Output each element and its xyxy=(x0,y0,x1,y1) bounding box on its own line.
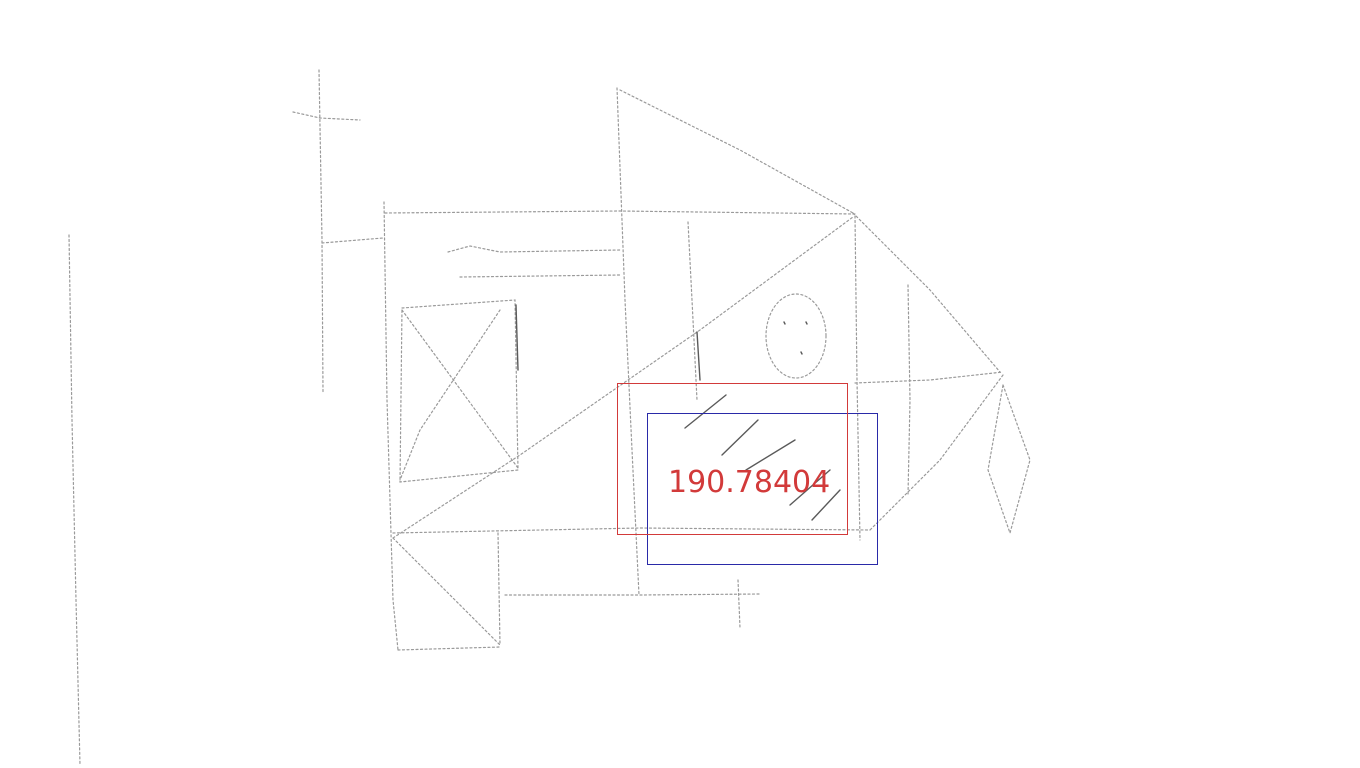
oval-face xyxy=(765,293,827,379)
lower-right-diagonal xyxy=(869,374,1004,531)
flag-pole xyxy=(318,69,324,393)
inner-vertical xyxy=(687,221,698,401)
center-vertical-line xyxy=(616,87,640,596)
flag-crossbar xyxy=(292,111,361,121)
x-box-diagonal-2 xyxy=(399,309,501,481)
wavy-top-line xyxy=(447,245,621,253)
wavy-second-line xyxy=(459,274,621,278)
detection-score-label: 190.78404 xyxy=(668,465,831,500)
right-diamond xyxy=(987,382,1031,536)
hatch-stroke-5 xyxy=(811,489,841,521)
predicted-box xyxy=(617,383,848,535)
x-box-edge-dark xyxy=(515,304,519,371)
frame-left xyxy=(383,201,399,651)
mid-right-horizontal xyxy=(854,371,1004,384)
inner-vertical-dark xyxy=(696,331,701,381)
face-dot-3 xyxy=(800,351,803,355)
left-edge-line xyxy=(68,234,81,766)
flag-arm xyxy=(321,237,384,244)
frame-bottom xyxy=(397,646,501,651)
lower-box-bottom xyxy=(504,593,761,596)
triangle-right-edge xyxy=(852,212,1001,373)
hatch-stroke-2 xyxy=(721,419,759,456)
ground-truth-box xyxy=(647,413,878,565)
frame-top xyxy=(384,210,856,215)
face-dot-1 xyxy=(783,321,786,325)
frame-inner-bottom xyxy=(392,527,871,534)
lower-box-vertical xyxy=(497,532,501,646)
face-dot-2 xyxy=(805,321,808,325)
hatch-stroke-4 xyxy=(789,469,831,506)
x-box-outline xyxy=(399,299,519,483)
long-diagonal xyxy=(392,216,854,539)
lower-tick xyxy=(737,579,741,629)
lower-box-left xyxy=(392,537,501,646)
hatch-stroke-1 xyxy=(684,394,727,429)
right-vertical-line-2 xyxy=(907,284,911,496)
right-vertical-line xyxy=(854,215,861,541)
hatch-stroke-3 xyxy=(745,439,796,471)
triangle-top-edge xyxy=(619,89,854,214)
x-box-diagonal-1 xyxy=(401,309,519,469)
